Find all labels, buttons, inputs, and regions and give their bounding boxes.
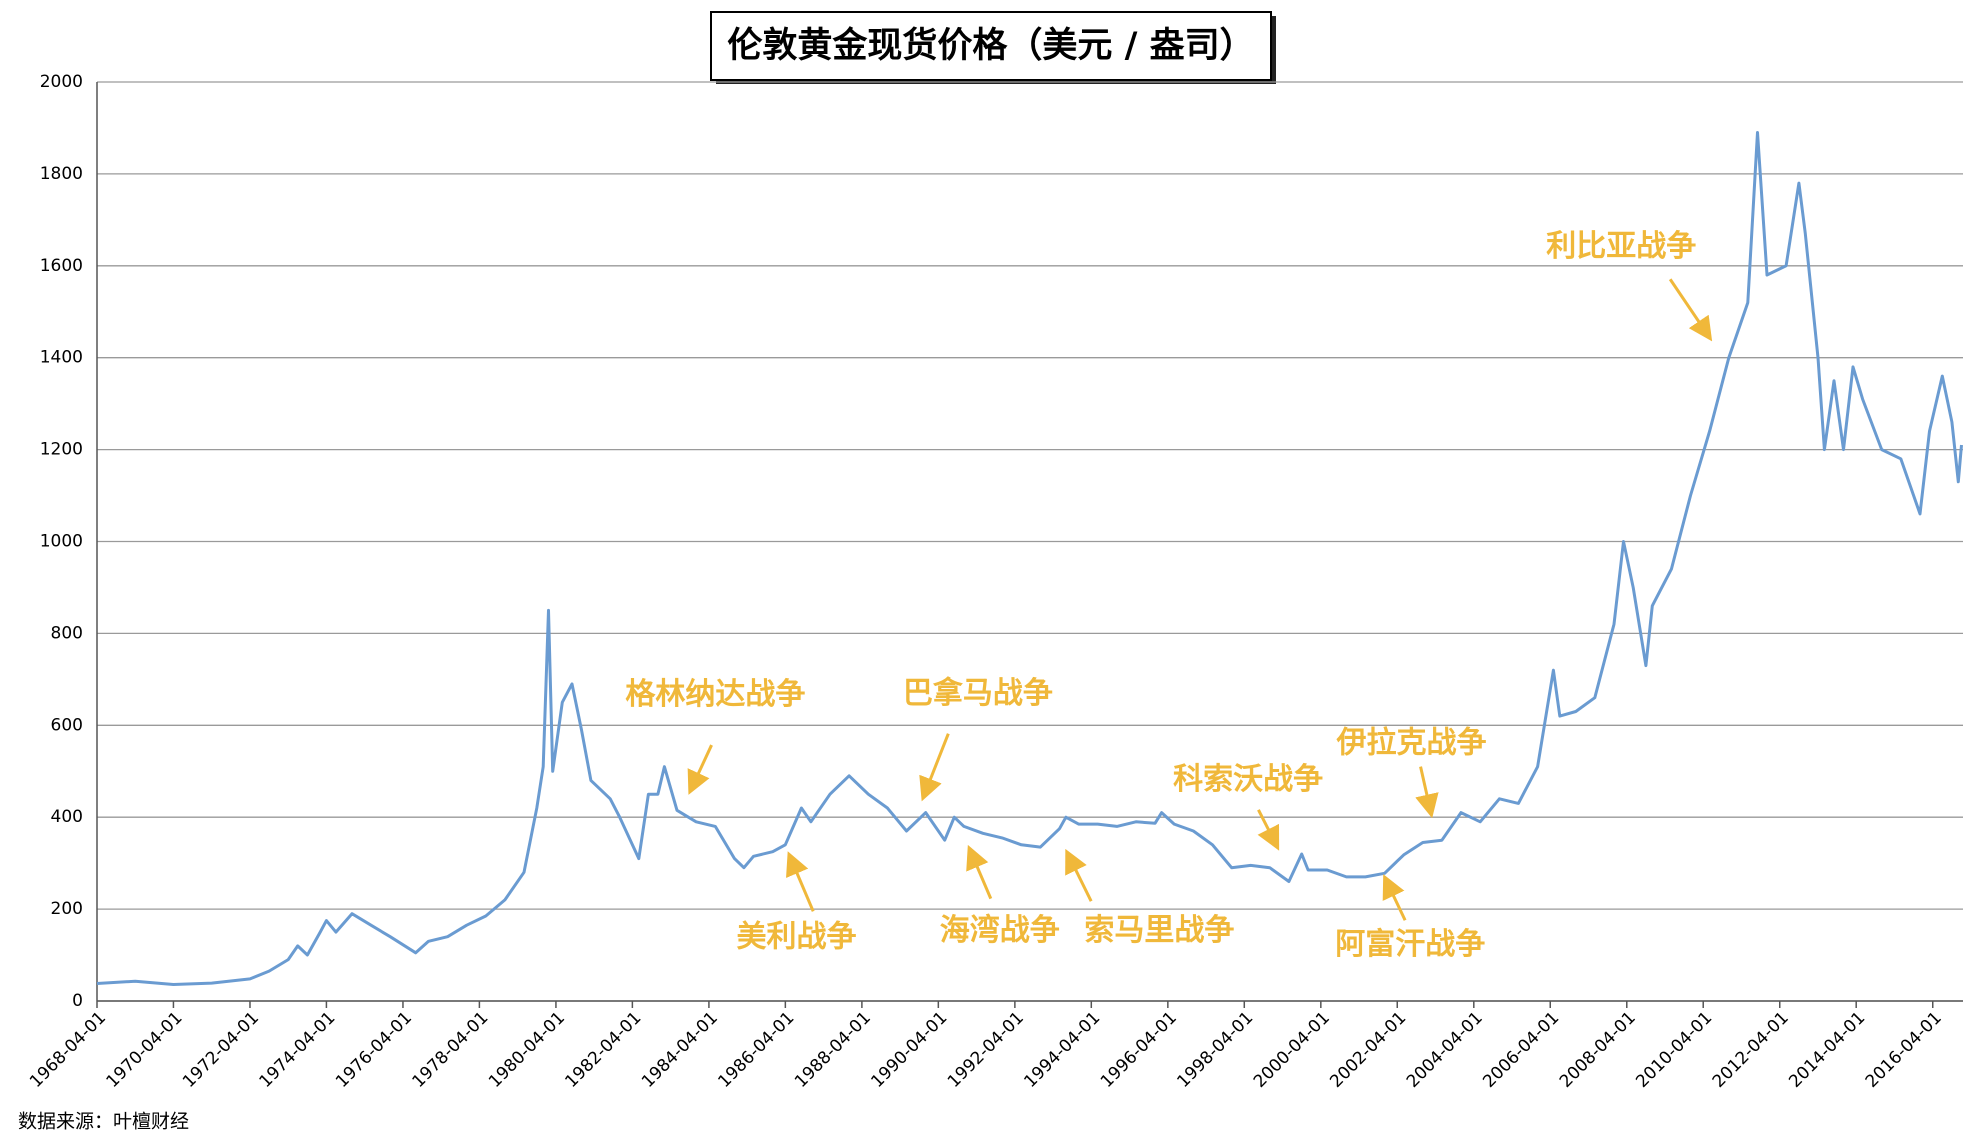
- x-tick-label: 1976-04-01: [332, 1008, 416, 1092]
- annotation: 伊拉克战争: [1336, 725, 1487, 760]
- chart-title: 伦敦黄金现货价格（美元 / 盎司）: [727, 25, 1254, 66]
- x-tick-label: 1986-04-01: [714, 1008, 798, 1092]
- y-tick-label: 1600: [40, 256, 83, 276]
- annotation: 利比亚战争: [1546, 229, 1696, 264]
- y-tick-label: 0: [72, 991, 83, 1011]
- x-tick-label: 1978-04-01: [408, 1008, 492, 1092]
- y-tick-label: 1400: [40, 348, 83, 368]
- x-tick-label: 1968-04-01: [26, 1008, 110, 1092]
- x-tick-label: 2004-04-01: [1403, 1008, 1487, 1092]
- annotation: 阿富汗战争: [1335, 927, 1485, 962]
- x-tick-label: 2000-04-01: [1250, 1008, 1334, 1092]
- source-note: 数据来源：叶檀财经: [18, 1111, 189, 1133]
- annotation: 美利战争: [736, 919, 856, 954]
- annotation-arrow: [1415, 766, 1439, 819]
- annotation: 巴拿马战争: [903, 676, 1053, 711]
- y-tick-label: 800: [51, 623, 83, 643]
- x-tick-label: 1984-04-01: [638, 1008, 722, 1092]
- x-tick-label: 2006-04-01: [1479, 1008, 1563, 1092]
- annotation: 海湾战争: [940, 913, 1060, 948]
- annotation: 索马里战争: [1084, 913, 1234, 948]
- y-tick-label: 400: [51, 807, 83, 827]
- y-tick-label: 1200: [40, 440, 83, 460]
- x-tick-label: 1980-04-01: [485, 1008, 569, 1092]
- y-tick-label: 200: [51, 899, 83, 919]
- annotation-arrow: [1668, 278, 1713, 342]
- annotation-arrow: [786, 851, 815, 912]
- annotation-arrow: [1257, 809, 1280, 851]
- x-tick-label: 1988-04-01: [791, 1008, 875, 1092]
- x-tick-label: 1998-04-01: [1173, 1008, 1257, 1092]
- x-tick-label: 1972-04-01: [179, 1008, 263, 1092]
- y-tick-label: 1000: [40, 532, 83, 552]
- x-tick-label: 1982-04-01: [561, 1008, 645, 1092]
- x-tick-label: 1996-04-01: [1097, 1008, 1181, 1092]
- y-tick-label: 2000: [40, 72, 83, 92]
- x-tick-label: 2008-04-01: [1556, 1008, 1640, 1092]
- price-line: [96, 131, 1963, 986]
- annotation-arrow: [966, 844, 993, 900]
- x-tick-label: 2016-04-01: [1862, 1008, 1946, 1092]
- x-tick-label: 1970-04-01: [103, 1008, 187, 1092]
- x-tick-label: 2014-04-01: [1785, 1008, 1869, 1092]
- title-box: [710, 11, 1272, 81]
- x-tick-label: 1974-04-01: [255, 1008, 339, 1092]
- x-tick-label: 2012-04-01: [1709, 1008, 1793, 1092]
- annotation-arrow: [1065, 848, 1093, 902]
- annotation-arrow: [919, 733, 950, 802]
- annotation-arrow: [1382, 874, 1407, 921]
- x-tick-label: 2002-04-01: [1326, 1008, 1410, 1092]
- annotation: 格林纳达战争: [625, 677, 805, 712]
- x-tick-label: 1990-04-01: [867, 1008, 951, 1092]
- x-tick-label: 1992-04-01: [944, 1008, 1028, 1092]
- y-tick-label: 1800: [40, 164, 83, 184]
- x-tick-label: 2010-04-01: [1632, 1008, 1716, 1092]
- annotation-arrow: [687, 744, 713, 795]
- y-tick-label: 600: [51, 715, 83, 735]
- annotation: 科索沃战争: [1173, 762, 1323, 797]
- x-tick-label: 1994-04-01: [1020, 1008, 1104, 1092]
